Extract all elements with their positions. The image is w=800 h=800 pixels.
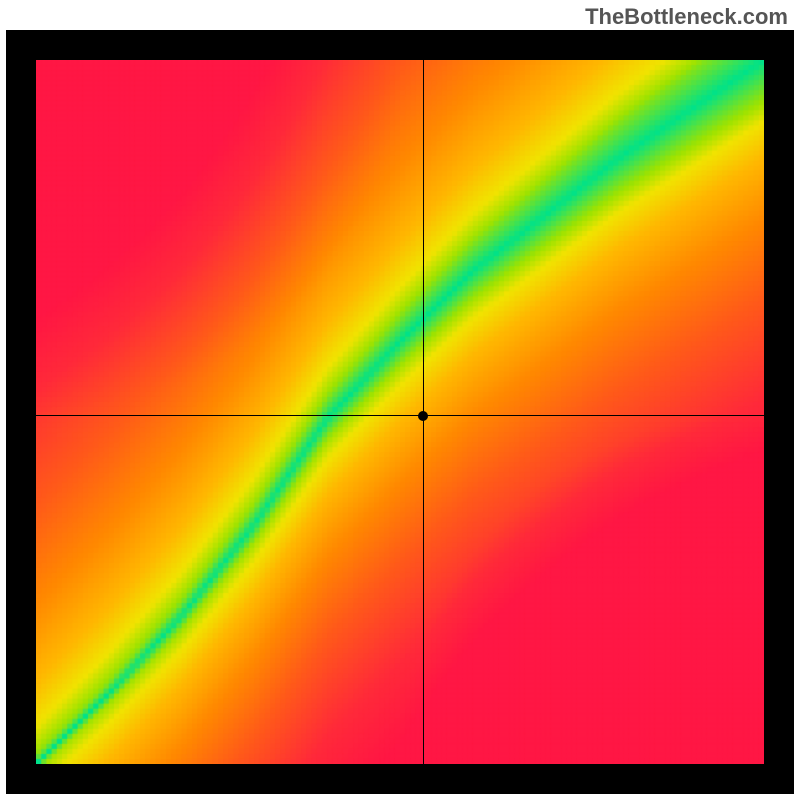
bottleneck-heatmap (36, 60, 764, 764)
chart-container: TheBottleneck.com (0, 0, 800, 800)
crosshair-marker (418, 411, 428, 421)
attribution-label: TheBottleneck.com (585, 4, 788, 30)
crosshair-horizontal (36, 415, 764, 416)
